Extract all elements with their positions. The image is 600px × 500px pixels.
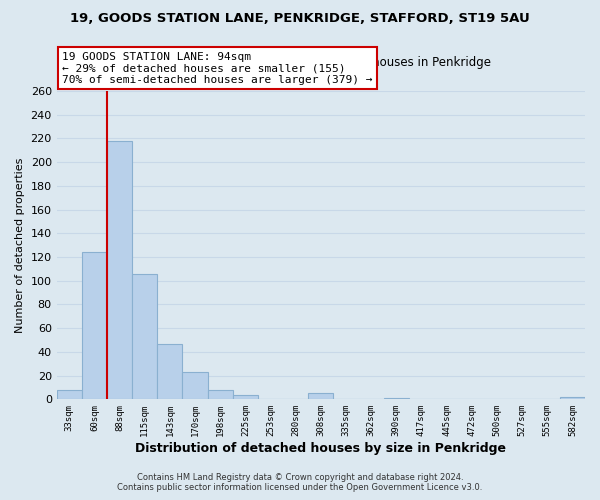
X-axis label: Distribution of detached houses by size in Penkridge: Distribution of detached houses by size … <box>136 442 506 455</box>
Text: 19, GOODS STATION LANE, PENKRIDGE, STAFFORD, ST19 5AU: 19, GOODS STATION LANE, PENKRIDGE, STAFF… <box>70 12 530 26</box>
Bar <box>208 390 233 400</box>
Bar <box>56 390 82 400</box>
Bar <box>560 397 585 400</box>
Y-axis label: Number of detached properties: Number of detached properties <box>15 158 25 333</box>
Bar <box>384 398 409 400</box>
Bar <box>82 252 107 400</box>
Title: Size of property relative to detached houses in Penkridge: Size of property relative to detached ho… <box>151 56 491 69</box>
Bar <box>107 140 132 400</box>
Text: 19 GOODS STATION LANE: 94sqm
← 29% of detached houses are smaller (155)
70% of s: 19 GOODS STATION LANE: 94sqm ← 29% of de… <box>62 52 373 84</box>
Bar <box>182 372 208 400</box>
Bar <box>157 344 182 400</box>
Bar <box>233 394 258 400</box>
Bar <box>132 274 157 400</box>
Text: Contains HM Land Registry data © Crown copyright and database right 2024.
Contai: Contains HM Land Registry data © Crown c… <box>118 473 482 492</box>
Bar <box>308 394 334 400</box>
